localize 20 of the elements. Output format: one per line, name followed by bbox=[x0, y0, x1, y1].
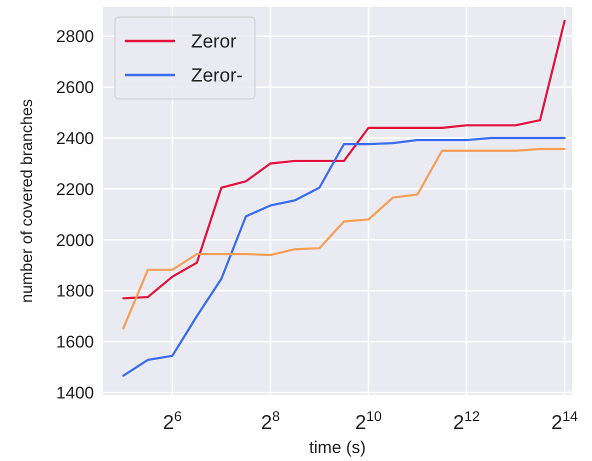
x-tick-label: 2$^{8}$ bbox=[260, 408, 280, 434]
line-series bbox=[122, 136, 566, 377]
y-tick-label: 1800 bbox=[56, 282, 94, 301]
x-tick-label: 2$^{12}$ bbox=[453, 408, 480, 434]
line-series bbox=[122, 148, 566, 330]
y-tick-label: 2800 bbox=[56, 27, 94, 46]
y-tick-label: 2000 bbox=[56, 230, 94, 250]
y-tick-label: 1400 bbox=[56, 383, 94, 402]
line-series bbox=[122, 20, 566, 300]
y-tick-label: 2200 bbox=[56, 180, 94, 199]
y-tick-label: 2600 bbox=[56, 78, 94, 98]
x-tick-label: 2$^{10}$ bbox=[355, 408, 382, 434]
x-axis-title: time (s) bbox=[309, 438, 366, 457]
x-tick-label: 2$^{14}$ bbox=[551, 408, 578, 434]
y-tick-label: 1600 bbox=[56, 332, 94, 352]
legend-label: Zeror- bbox=[191, 66, 243, 87]
y-tick-label: 2400 bbox=[56, 128, 94, 148]
y-axis-title: number of covered branches bbox=[19, 99, 36, 303]
x-tick-label: 2$^{6}$ bbox=[162, 408, 182, 434]
legend-label: Zeror bbox=[191, 32, 238, 53]
